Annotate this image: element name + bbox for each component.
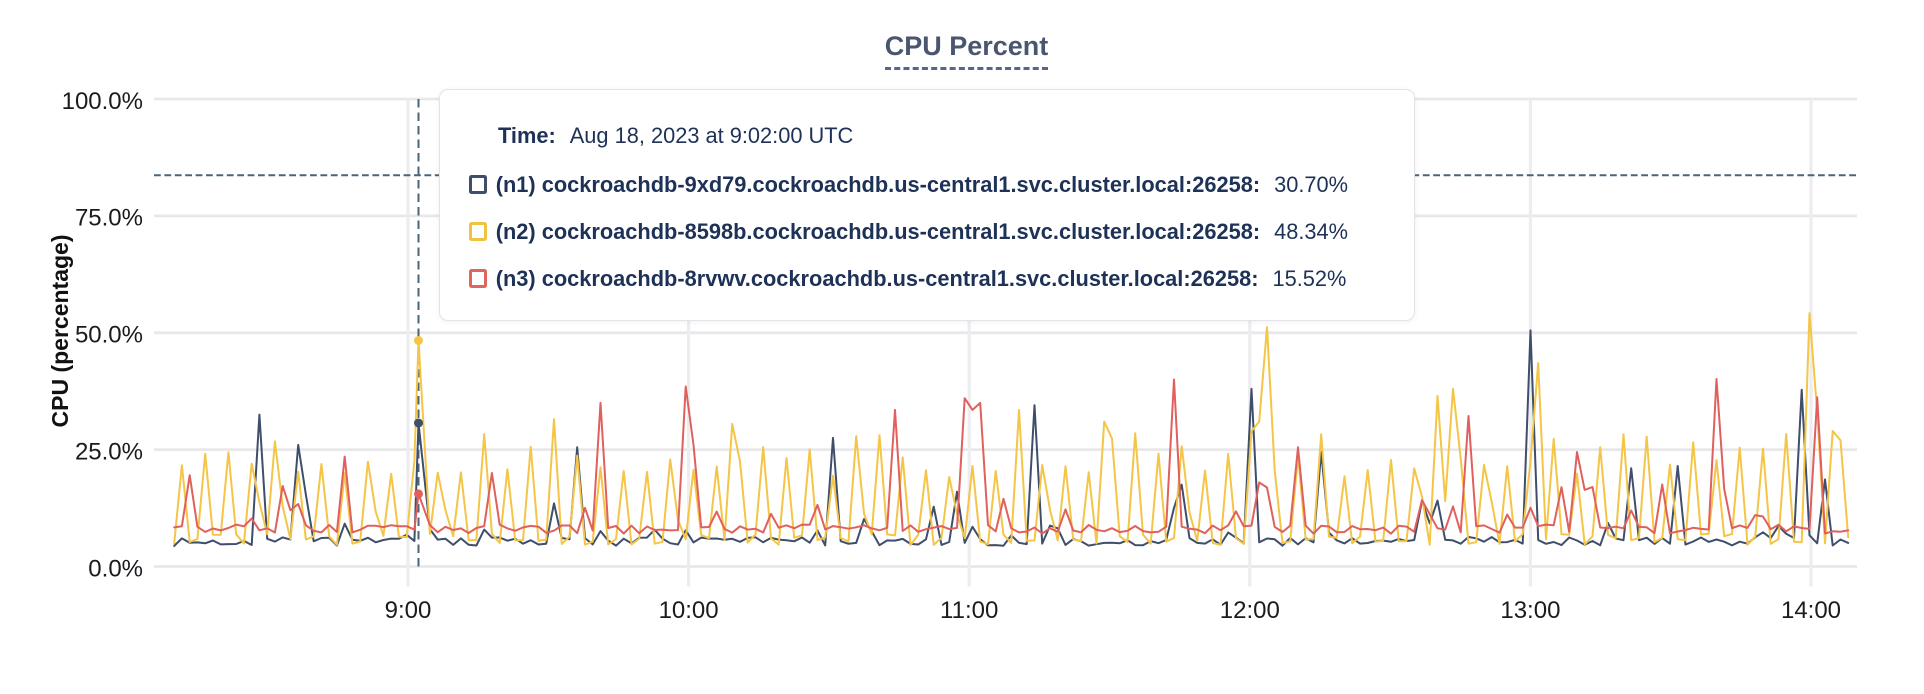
svg-text:11:00: 11:00: [940, 597, 998, 624]
svg-text:0.0%: 0.0%: [88, 555, 143, 582]
svg-text:14:00: 14:00: [1781, 597, 1841, 624]
svg-text:13:00: 13:00: [1500, 597, 1560, 624]
svg-text:75.0%: 75.0%: [75, 205, 143, 232]
svg-text:100.0%: 100.0%: [62, 88, 143, 115]
svg-text:10:00: 10:00: [659, 597, 719, 624]
svg-text:25.0%: 25.0%: [75, 438, 143, 465]
svg-text:CPU (percentage): CPU (percentage): [47, 235, 73, 428]
svg-text:9:00: 9:00: [385, 597, 432, 624]
svg-text:12:00: 12:00: [1220, 597, 1280, 624]
svg-text:50.0%: 50.0%: [75, 322, 143, 349]
